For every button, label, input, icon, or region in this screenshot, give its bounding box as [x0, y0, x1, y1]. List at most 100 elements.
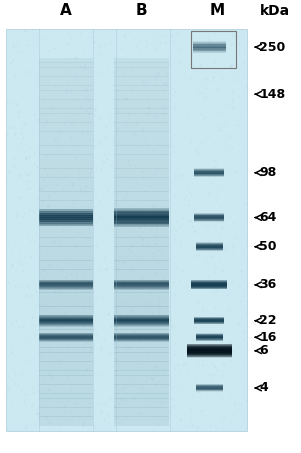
- Bar: [39, 407, 93, 412]
- Bar: [114, 90, 169, 95]
- Bar: [114, 178, 169, 183]
- Bar: [39, 325, 93, 326]
- Bar: [39, 316, 93, 317]
- Bar: [39, 398, 93, 403]
- Bar: [39, 321, 93, 322]
- Bar: [39, 340, 93, 341]
- Bar: [193, 49, 226, 50]
- Bar: [39, 205, 93, 210]
- Bar: [39, 289, 93, 290]
- Bar: [194, 213, 224, 214]
- Bar: [39, 220, 93, 221]
- Bar: [39, 63, 93, 67]
- Bar: [114, 216, 169, 217]
- Bar: [114, 288, 169, 289]
- Bar: [193, 44, 226, 45]
- Bar: [39, 212, 93, 213]
- Bar: [39, 215, 93, 216]
- Bar: [114, 224, 169, 225]
- Bar: [196, 336, 223, 337]
- Bar: [187, 348, 232, 349]
- Bar: [39, 338, 93, 339]
- Bar: [114, 324, 169, 325]
- Bar: [39, 216, 93, 217]
- Bar: [191, 287, 227, 288]
- Bar: [187, 351, 232, 352]
- Bar: [194, 319, 224, 320]
- Bar: [114, 200, 169, 206]
- Bar: [39, 340, 93, 341]
- Bar: [191, 284, 227, 285]
- Bar: [39, 306, 93, 311]
- Bar: [39, 375, 93, 380]
- Bar: [191, 283, 227, 284]
- Bar: [39, 287, 93, 288]
- Bar: [187, 357, 232, 358]
- Bar: [194, 174, 224, 175]
- Bar: [114, 341, 169, 342]
- Bar: [114, 394, 169, 399]
- Bar: [114, 340, 169, 341]
- Bar: [114, 104, 169, 109]
- Bar: [114, 316, 169, 317]
- Bar: [114, 226, 169, 227]
- Bar: [196, 248, 223, 249]
- Bar: [196, 386, 223, 387]
- Bar: [191, 288, 227, 289]
- Bar: [196, 388, 223, 389]
- Bar: [187, 355, 232, 356]
- Bar: [196, 389, 223, 390]
- Bar: [39, 212, 93, 213]
- Bar: [39, 421, 93, 426]
- Bar: [194, 320, 224, 321]
- Bar: [114, 319, 169, 320]
- Bar: [194, 215, 224, 216]
- Bar: [187, 354, 232, 355]
- Bar: [39, 322, 93, 323]
- Bar: [114, 323, 169, 324]
- Bar: [39, 265, 93, 270]
- Bar: [39, 343, 93, 348]
- Bar: [114, 81, 169, 86]
- Bar: [194, 176, 224, 177]
- Bar: [114, 323, 169, 324]
- Bar: [114, 333, 169, 334]
- Bar: [114, 335, 169, 336]
- Bar: [196, 247, 223, 248]
- Bar: [193, 43, 226, 44]
- Bar: [39, 333, 93, 334]
- Bar: [39, 366, 93, 371]
- Bar: [196, 385, 223, 386]
- Bar: [114, 214, 169, 215]
- Bar: [114, 389, 169, 394]
- Bar: [194, 175, 224, 176]
- Bar: [196, 249, 223, 250]
- Bar: [39, 223, 93, 224]
- Bar: [114, 324, 169, 330]
- Bar: [114, 274, 169, 279]
- Bar: [196, 334, 223, 335]
- Bar: [114, 320, 169, 321]
- Bar: [114, 265, 169, 270]
- Bar: [187, 351, 232, 352]
- Bar: [196, 388, 223, 389]
- Bar: [196, 389, 223, 390]
- Text: B: B: [136, 3, 147, 18]
- Bar: [194, 320, 224, 321]
- Bar: [194, 175, 224, 176]
- Bar: [194, 176, 224, 177]
- Bar: [39, 279, 93, 284]
- Bar: [39, 320, 93, 321]
- Bar: [39, 288, 93, 289]
- Text: 16: 16: [259, 331, 277, 344]
- Bar: [114, 210, 169, 211]
- Bar: [114, 63, 169, 67]
- Bar: [39, 164, 93, 169]
- Bar: [187, 355, 232, 356]
- Bar: [194, 170, 224, 171]
- Bar: [39, 315, 93, 316]
- Bar: [194, 220, 224, 221]
- Bar: [39, 292, 93, 297]
- Bar: [187, 347, 232, 348]
- Bar: [196, 244, 223, 245]
